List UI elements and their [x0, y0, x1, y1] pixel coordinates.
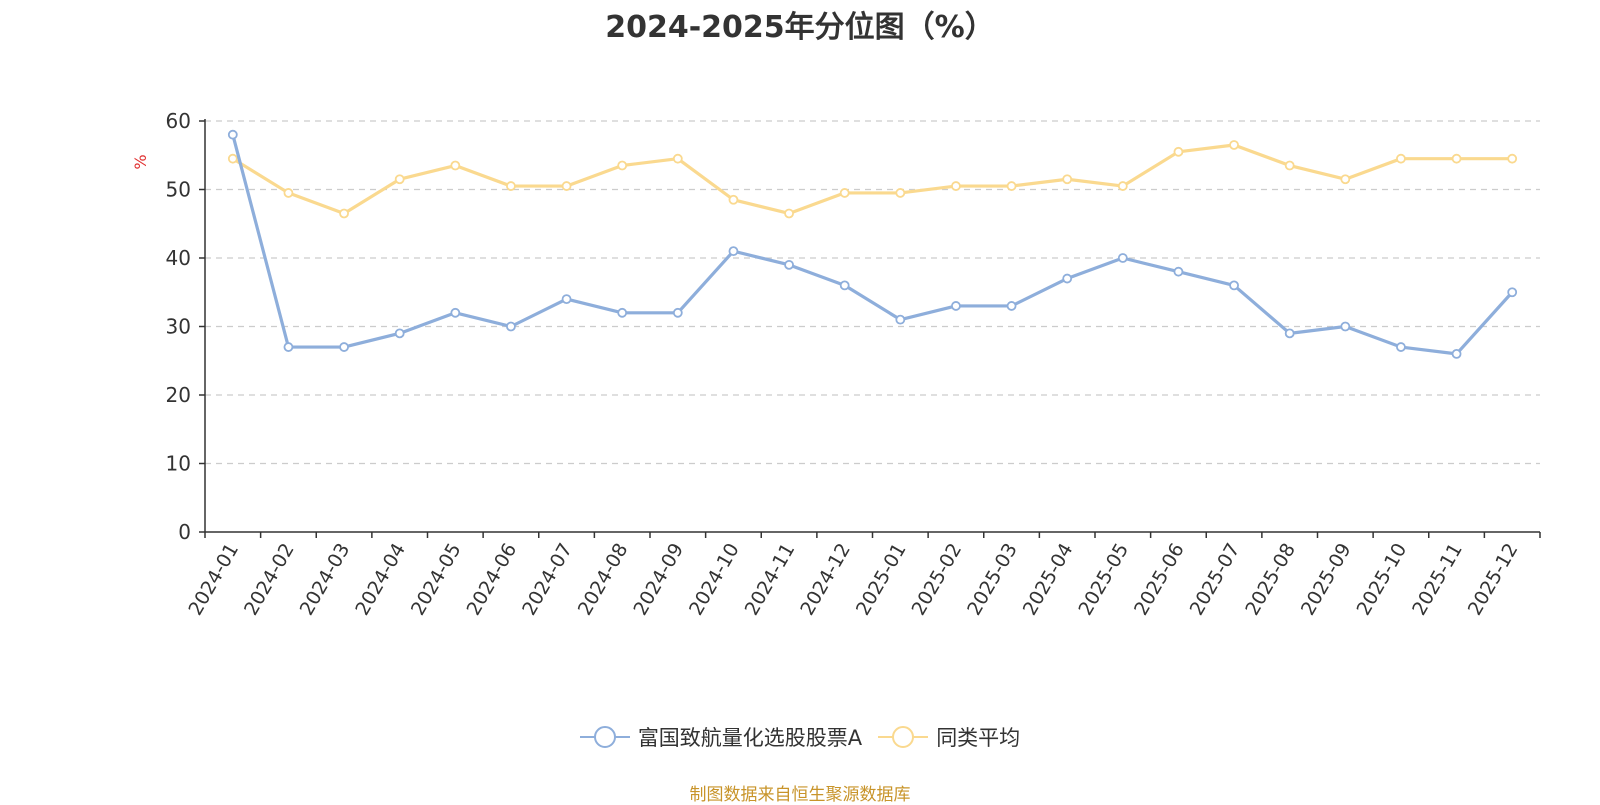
data-point: [728, 194, 739, 205]
data-point: [1062, 273, 1073, 284]
data-point: [394, 328, 405, 339]
data-point: [450, 307, 461, 318]
data-point: [1006, 301, 1017, 311]
legend-item[interactable]: 富国致航量化选股股票A: [579, 722, 863, 752]
legend: 富国致航量化选股股票A 同类平均: [0, 722, 1600, 754]
data-point: [1117, 253, 1128, 263]
data-point: [895, 314, 906, 325]
series-line: [231, 143, 1513, 216]
x-tick-label: 2024-08: [574, 540, 633, 620]
axes: 01020304050602024-012024-022024-032024-0…: [166, 109, 1541, 620]
data-point: [1117, 181, 1128, 191]
x-tick-label: 2025-03: [963, 540, 1022, 620]
data-point: [1173, 146, 1184, 157]
data-point: [1284, 328, 1295, 339]
x-tick-label: 2025-09: [1297, 540, 1356, 620]
series-layer: [227, 129, 1518, 359]
data-point: [339, 342, 349, 352]
grid-lines: [205, 120, 1540, 465]
y-tick-label: 50: [166, 178, 191, 202]
data-point: [283, 188, 294, 198]
x-tick-label: 2025-04: [1019, 540, 1078, 620]
data-point: [1507, 153, 1518, 164]
data-point: [1284, 160, 1295, 171]
y-tick-label: 40: [166, 246, 191, 270]
data-point: [561, 181, 572, 191]
legend-item[interactable]: 同类平均: [878, 722, 1020, 752]
data-point: [450, 160, 461, 171]
data-point: [1507, 287, 1518, 298]
x-tick-label: 2025-08: [1241, 540, 1300, 620]
legend-swatch-icon: [878, 726, 929, 748]
data-point: [784, 208, 794, 219]
data-point: [1006, 181, 1017, 191]
data-point: [506, 321, 516, 332]
data-point: [672, 307, 683, 318]
data-point: [1229, 140, 1239, 150]
y-tick-label: 60: [166, 109, 191, 133]
legend-swatch-marker: [593, 726, 616, 748]
data-point: [339, 208, 349, 219]
x-tick-label: 2024-04: [351, 540, 410, 620]
y-tick-label: 0: [178, 520, 191, 544]
data-point: [506, 181, 516, 191]
legend-label: 富国致航量化选股股票A: [637, 726, 863, 750]
data-point: [951, 181, 961, 191]
data-point: [784, 259, 794, 270]
y-tick-label: 30: [166, 315, 191, 339]
x-tick-label: 2025-05: [1074, 540, 1133, 620]
data-point: [728, 246, 739, 257]
data-point: [672, 153, 683, 164]
x-tick-label: 2024-01: [184, 540, 243, 620]
data-point: [561, 294, 572, 305]
x-tick-label: 2024-10: [685, 540, 744, 620]
data-point: [1396, 342, 1406, 352]
data-point: [1229, 280, 1239, 291]
data-point: [1062, 174, 1073, 185]
data-point: [839, 188, 850, 198]
data-point: [895, 188, 906, 198]
data-point: [1451, 153, 1462, 164]
x-tick-label: 2024-03: [296, 540, 355, 620]
data-point: [951, 301, 961, 311]
x-tick-label: 2024-12: [796, 540, 855, 620]
x-tick-label: 2025-02: [908, 540, 967, 620]
data-point: [617, 307, 628, 318]
x-tick-label: 2025-10: [1353, 540, 1412, 620]
y-axis-label: %: [131, 154, 150, 169]
x-tick-label: 2024-05: [407, 540, 466, 620]
x-tick-label: 2024-11: [741, 540, 800, 620]
chart-title: 2024-2025年分位图（%）: [605, 10, 995, 45]
data-point: [283, 342, 294, 352]
legend-swatch-marker: [892, 726, 915, 748]
x-tick-label: 2025-06: [1130, 540, 1189, 620]
source-note: 制图数据来自恒生聚源数据库: [689, 785, 911, 805]
x-tick-label: 2024-07: [518, 540, 577, 620]
data-point: [394, 174, 405, 185]
x-tick-label: 2024-02: [240, 540, 299, 620]
data-point: [1173, 266, 1184, 277]
y-tick-label: 20: [166, 383, 191, 407]
y-tick-label: 10: [166, 452, 191, 476]
legend-swatch-icon: [579, 726, 630, 748]
data-point: [839, 280, 850, 291]
data-point: [617, 160, 628, 171]
data-point: [1340, 174, 1351, 185]
series-line: [231, 134, 1514, 356]
data-point: [227, 129, 238, 140]
data-point: [1396, 153, 1406, 164]
data-point: [1340, 321, 1351, 332]
x-tick-label: 2024-06: [463, 540, 522, 620]
data-point: [227, 153, 238, 164]
data-point: [1451, 348, 1462, 359]
legend-label: 同类平均: [936, 726, 1021, 750]
x-tick-label: 2025-12: [1464, 540, 1523, 620]
x-tick-label: 2025-07: [1186, 540, 1245, 620]
x-tick-label: 2025-01: [852, 540, 911, 620]
x-tick-label: 2025-11: [1408, 540, 1467, 620]
x-tick-label: 2024-09: [629, 540, 688, 620]
